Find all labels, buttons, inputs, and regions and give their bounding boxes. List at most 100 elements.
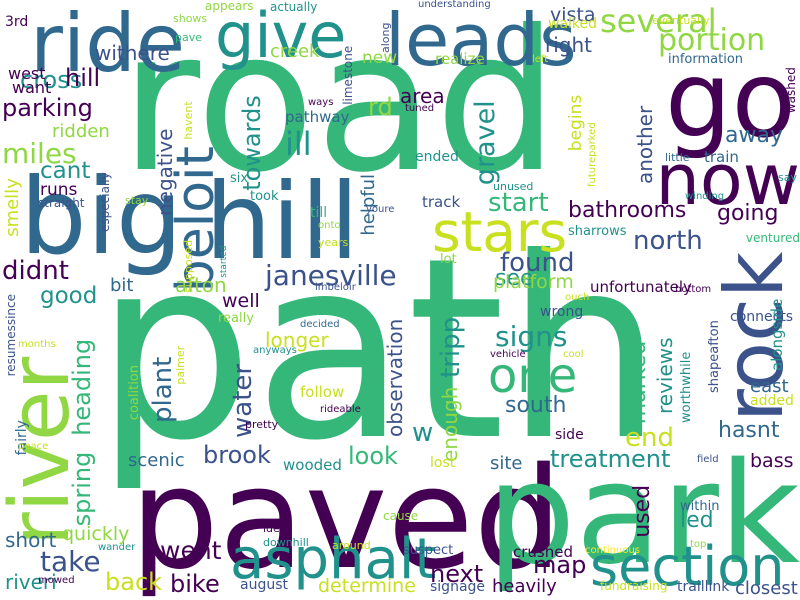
word-begins: begins xyxy=(566,94,586,152)
word-marked: marked xyxy=(626,340,651,425)
word-signs: signs xyxy=(495,320,568,353)
word-observation: observation xyxy=(383,318,407,437)
word-top: top xyxy=(690,539,707,550)
word-see: see xyxy=(495,266,534,291)
word-downhill: downhill xyxy=(263,536,309,549)
word-want: want xyxy=(12,78,52,97)
word-field: field xyxy=(697,454,719,465)
word-led: led xyxy=(680,508,714,533)
word-say: say xyxy=(778,171,797,184)
word-runs: runs xyxy=(40,180,78,200)
word-section: section xyxy=(590,535,785,598)
word-tripp: tripp xyxy=(436,316,466,378)
word-cool: cool xyxy=(563,349,584,360)
word-tuned: tuned xyxy=(405,103,435,114)
word-ways: ways xyxy=(308,97,334,108)
word-didnt: didnt xyxy=(2,256,69,286)
word-ride: ride xyxy=(30,0,186,90)
word-pathway: pathway xyxy=(285,108,350,126)
word-suspect: suspect xyxy=(403,543,454,558)
word-eventually: eventually xyxy=(652,14,710,27)
word-reviews: reviews xyxy=(653,337,677,414)
word-rideable: rideable xyxy=(320,404,361,415)
word-six: six xyxy=(230,171,249,186)
word-realize: realize xyxy=(435,50,485,68)
word-havent: havent xyxy=(182,101,195,140)
word-found: found xyxy=(500,248,575,278)
word-understanding: understanding xyxy=(418,0,491,10)
word-rd: rd xyxy=(368,93,393,121)
word-bass: bass xyxy=(750,450,794,472)
word-continuous: continuous xyxy=(585,545,640,556)
word-around: around xyxy=(332,539,371,552)
word-negative: negative xyxy=(153,128,177,216)
word-heading: heading xyxy=(68,338,96,436)
word-onto: onto xyxy=(318,220,341,231)
word-treatment: treatment xyxy=(550,445,671,473)
word-cant: cant xyxy=(40,158,91,184)
word-unfortunately: unfortunately xyxy=(590,278,692,296)
word-well: well xyxy=(222,290,260,312)
word-several: several xyxy=(600,2,717,40)
word-janesville: janesville xyxy=(265,259,397,292)
word-actually: actually xyxy=(270,0,318,14)
word-imbeloir: imbeloir xyxy=(315,282,356,293)
word-wrong: wrong xyxy=(540,304,584,320)
word-look: look xyxy=(348,442,398,470)
word-closest: closest xyxy=(735,578,798,599)
word-portion: portion xyxy=(658,23,766,58)
word-august: august xyxy=(240,577,288,593)
word-parking: parking xyxy=(2,94,93,122)
word-vista: vista xyxy=(550,4,596,26)
word-another: another xyxy=(633,105,657,184)
word-till: till xyxy=(310,205,328,221)
word-cross: cross xyxy=(20,66,83,94)
word-ouch: ouch xyxy=(565,292,590,303)
word-south: south xyxy=(505,393,567,418)
word-end: end xyxy=(625,423,674,453)
word-appears: appears xyxy=(205,0,254,13)
word-idea: idea xyxy=(263,522,287,535)
word-sharrows: sharrows xyxy=(568,224,627,239)
word-lost: lost xyxy=(430,455,456,471)
word-road: road xyxy=(120,0,559,215)
word-stay: stay xyxy=(125,194,149,207)
word-worthwhile: worthwhile xyxy=(679,351,694,423)
word-alongside: alongside xyxy=(768,298,786,371)
word-w: w xyxy=(412,418,434,448)
word-vehicle: vehicle xyxy=(490,349,526,360)
word-futureparked: futureparked xyxy=(587,122,598,187)
word-good: good xyxy=(40,283,98,309)
word-go: go xyxy=(665,39,796,161)
word-winding: winding xyxy=(685,191,725,202)
word-area: area xyxy=(400,84,445,108)
word-shapeafton: shapeafton xyxy=(707,320,722,393)
word-enough: enough xyxy=(438,386,462,462)
word-ventured: ventured xyxy=(745,231,800,245)
word-stars: stars xyxy=(432,200,568,264)
word-track: track xyxy=(422,193,461,211)
word-scenic: scenic xyxy=(128,450,185,471)
word-signage: signage xyxy=(430,579,486,595)
word-platform: platform xyxy=(493,271,574,293)
word-side: side xyxy=(555,427,584,443)
word-creek: creek xyxy=(270,41,320,62)
word-withere: withere xyxy=(95,41,170,65)
word-east: east xyxy=(750,376,789,397)
word-used: used xyxy=(630,484,655,538)
word-hill-small: hill xyxy=(65,64,101,92)
word-along: along xyxy=(379,22,392,53)
word-really: really xyxy=(218,311,254,326)
word-ended: ended xyxy=(415,149,459,165)
word-heavily: heavily xyxy=(492,576,557,597)
word-months: months xyxy=(18,339,56,350)
word-one: one xyxy=(488,348,578,404)
word-pretty: pretty xyxy=(245,418,279,431)
word-follow: follow xyxy=(300,383,345,401)
word-especially: especially xyxy=(98,172,112,232)
word-unused: unused xyxy=(493,180,534,193)
word-walked: walked xyxy=(548,16,598,32)
word-map: map xyxy=(533,551,587,579)
word-wooded: wooded xyxy=(283,456,342,474)
